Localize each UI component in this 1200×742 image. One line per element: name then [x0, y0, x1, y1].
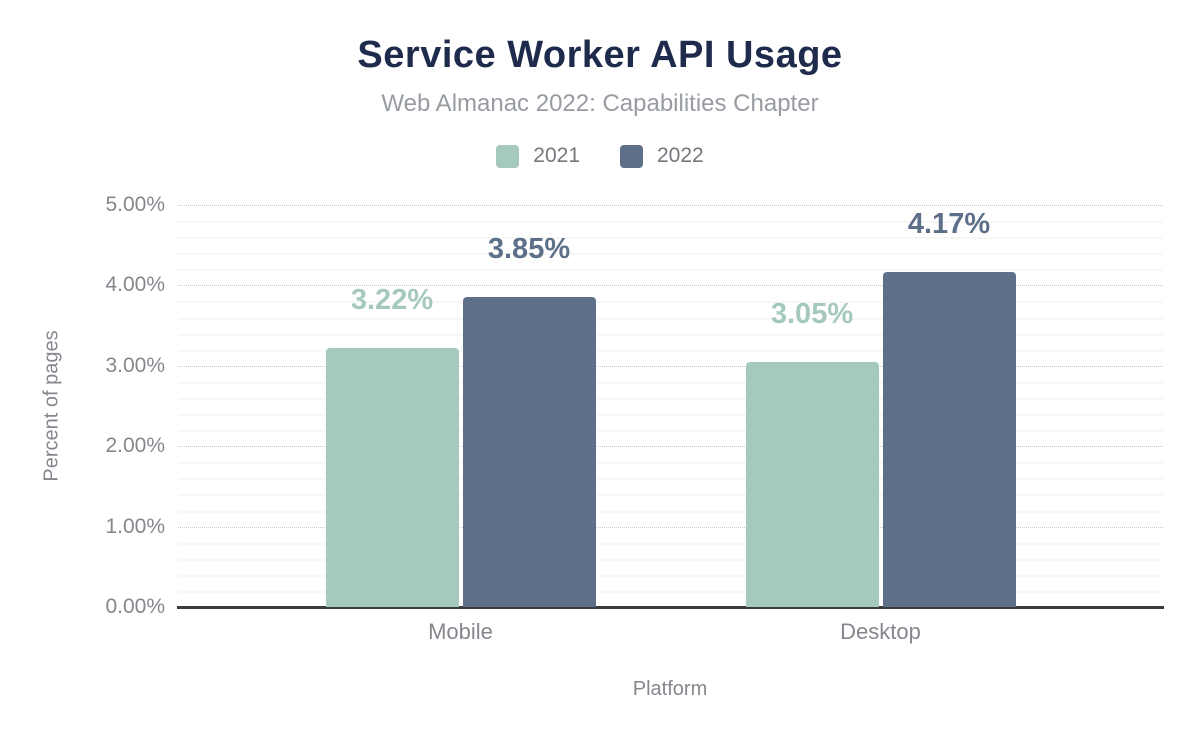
bar-value-label: 3.85% — [487, 233, 571, 266]
legend-label: 2022 — [657, 144, 704, 167]
bar-value-label: 4.17% — [907, 207, 991, 240]
major-gridline — [178, 365, 1163, 367]
bar-2021-desktop[interactable] — [745, 361, 879, 607]
bar-2022-mobile[interactable] — [462, 297, 596, 607]
minor-gridline — [178, 269, 1163, 271]
chart-subtitle: Web Almanac 2022: Capabilities Chapter — [381, 90, 819, 117]
major-gridline — [178, 205, 1163, 206]
x-axis-title: Platform — [632, 678, 708, 700]
y-tick-label: 5.00% — [105, 193, 165, 216]
bar-value-label: 3.22% — [350, 284, 434, 317]
y-tick-label: 1.00% — [105, 514, 165, 538]
legend-item-2021[interactable]: 2021 — [496, 144, 580, 168]
major-gridline — [178, 526, 1163, 528]
y-tick-label: 2.00% — [105, 434, 165, 458]
bar-value-label: 3.05% — [770, 297, 854, 330]
legend-item-2022[interactable]: 2022 — [620, 144, 704, 168]
chart-title: Service Worker API Usage — [357, 34, 843, 76]
legend-swatch-icon — [496, 144, 520, 168]
legend-label: 2021 — [533, 144, 580, 167]
y-tick-label: 4.00% — [105, 273, 165, 297]
bar-2021-mobile[interactable] — [325, 348, 459, 607]
chart-legend: 2021 2022 — [0, 142, 1200, 170]
y-tick-label: 0.00% — [105, 595, 165, 618]
minor-gridline — [178, 253, 1163, 255]
x-tick-label: Desktop — [840, 619, 921, 644]
major-gridline — [178, 446, 1163, 448]
x-tick-label: Mobile — [428, 619, 493, 644]
y-tick-label: 3.00% — [105, 353, 165, 377]
bar-2022-desktop[interactable] — [882, 271, 1016, 607]
x-axis-line — [177, 606, 1164, 609]
major-gridline — [178, 285, 1163, 287]
legend-swatch-icon — [620, 144, 643, 168]
